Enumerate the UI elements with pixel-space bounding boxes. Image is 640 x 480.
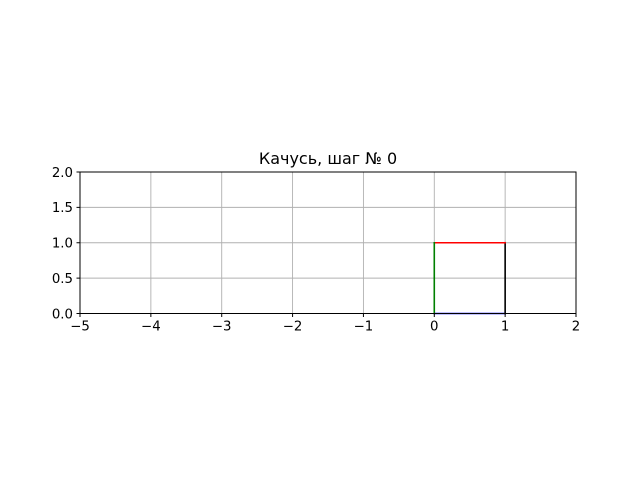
x-tick-label: −1 [354,320,374,335]
x-tick-label: 2 [572,320,580,335]
x-tick-label: −5 [70,320,90,335]
x-tick-label: −4 [141,320,161,335]
x-tick-label: 0 [430,320,438,335]
y-tick-label: 1.0 [52,237,73,252]
y-tick-label: 2.0 [52,166,73,181]
y-tick-label: 0.0 [52,307,73,322]
axis-ticks: −5 −4 −3 −2 −1 0 1 2 0.0 0.5 1.0 1.5 2.0 [52,166,580,335]
x-tick-label: −3 [212,320,232,335]
x-tick-label: −2 [283,320,303,335]
x-tick-label: 1 [501,320,509,335]
y-tick-label: 1.5 [52,201,73,216]
chart-title: Качусь, шаг № 0 [259,149,397,168]
y-tick-label: 0.5 [52,272,73,287]
